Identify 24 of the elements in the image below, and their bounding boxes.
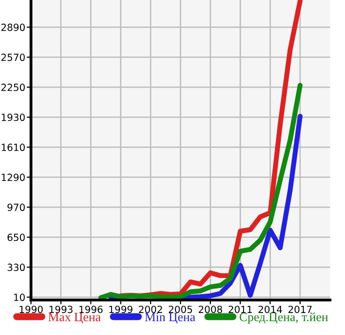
x-tick-label: 2008 — [198, 306, 222, 314]
x-tick-label: 1996 — [79, 306, 103, 314]
x-tick-label: 2011 — [228, 306, 252, 314]
x-tick-label: 1990 — [20, 306, 43, 314]
legend-label: Max Цена — [48, 312, 101, 324]
y-tick-label: 2570 — [1, 54, 25, 62]
x-tick-label: 2017 — [288, 306, 312, 314]
x-tick-label: 2002 — [138, 306, 162, 314]
y-tick-label: 650 — [8, 234, 25, 242]
x-tick-label: 1999 — [109, 306, 132, 314]
y-tick-label: 10 — [14, 294, 25, 302]
legend-label: Сред.Цена, т.йен — [240, 312, 328, 324]
y-tick-label: 2250 — [1, 84, 25, 92]
y-tick-label: 1930 — [2, 114, 25, 122]
legend-label: Min Цена — [144, 312, 196, 324]
line-series — [98, 82, 303, 300]
x-tick-label: 1993 — [50, 306, 72, 314]
y-tick-label: 330 — [8, 264, 25, 272]
x-tick-label: 2005 — [168, 306, 192, 314]
y-tick-label: 2890 — [1, 24, 25, 32]
x-tick-label: 2014 — [258, 306, 282, 314]
y-tick-label: 1610 — [2, 144, 25, 152]
y-tick-label: 1290 — [2, 174, 25, 182]
y-tick-label: 970 — [8, 204, 25, 212]
